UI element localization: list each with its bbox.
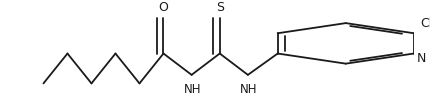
- Text: S: S: [216, 1, 224, 14]
- Text: O: O: [159, 1, 169, 14]
- Text: N: N: [417, 52, 426, 65]
- Text: Cl: Cl: [420, 17, 430, 30]
- Text: NH: NH: [184, 83, 201, 96]
- Text: NH: NH: [240, 83, 258, 96]
